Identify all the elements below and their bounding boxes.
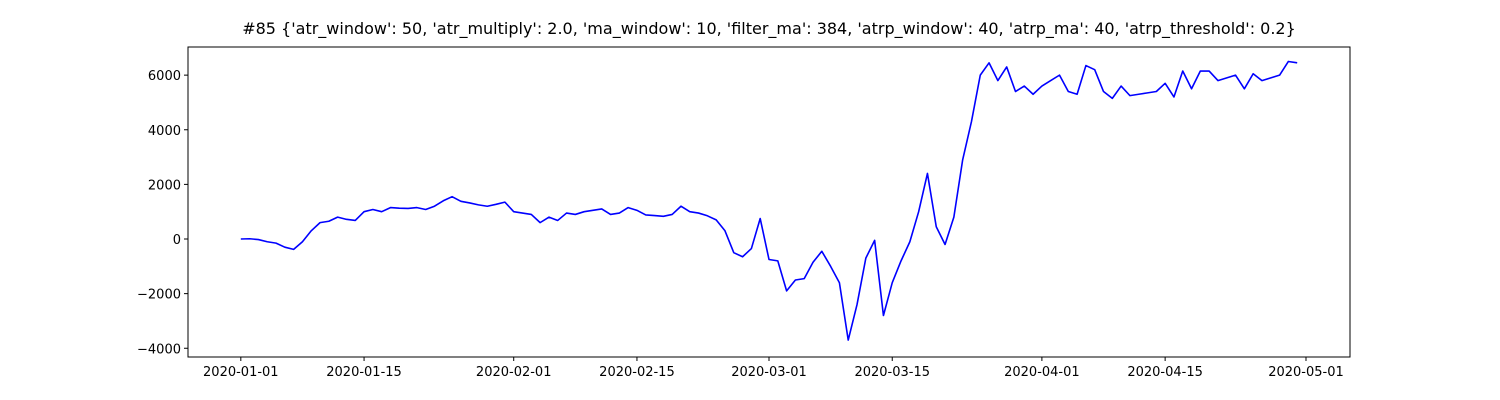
y-tick-label: 2000 — [148, 178, 181, 193]
y-tick-label: 6000 — [148, 69, 181, 84]
x-tick-label: 2020-02-01 — [476, 365, 552, 380]
x-tick-label: 2020-03-01 — [731, 365, 807, 380]
x-tick-label: 2020-04-01 — [1004, 365, 1080, 380]
chart-title: #85 {'atr_window': 50, 'atr_multiply': 2… — [242, 19, 1296, 39]
x-tick-label: 2020-01-15 — [326, 365, 402, 380]
y-tick-label: 0 — [173, 233, 181, 248]
x-tick-label: 2020-03-15 — [854, 365, 930, 380]
x-tick-label: 2020-05-01 — [1268, 365, 1344, 380]
y-tick-label: −4000 — [137, 342, 181, 357]
y-tick-label: −2000 — [137, 288, 181, 303]
x-tick-label: 2020-01-01 — [203, 365, 279, 380]
x-tick-label: 2020-02-15 — [599, 365, 675, 380]
line — [240, 60, 1298, 341]
x-tick-label: 2020-04-15 — [1127, 365, 1203, 380]
plot-frame — [187, 46, 1351, 358]
y-tick-label: 4000 — [148, 124, 181, 139]
